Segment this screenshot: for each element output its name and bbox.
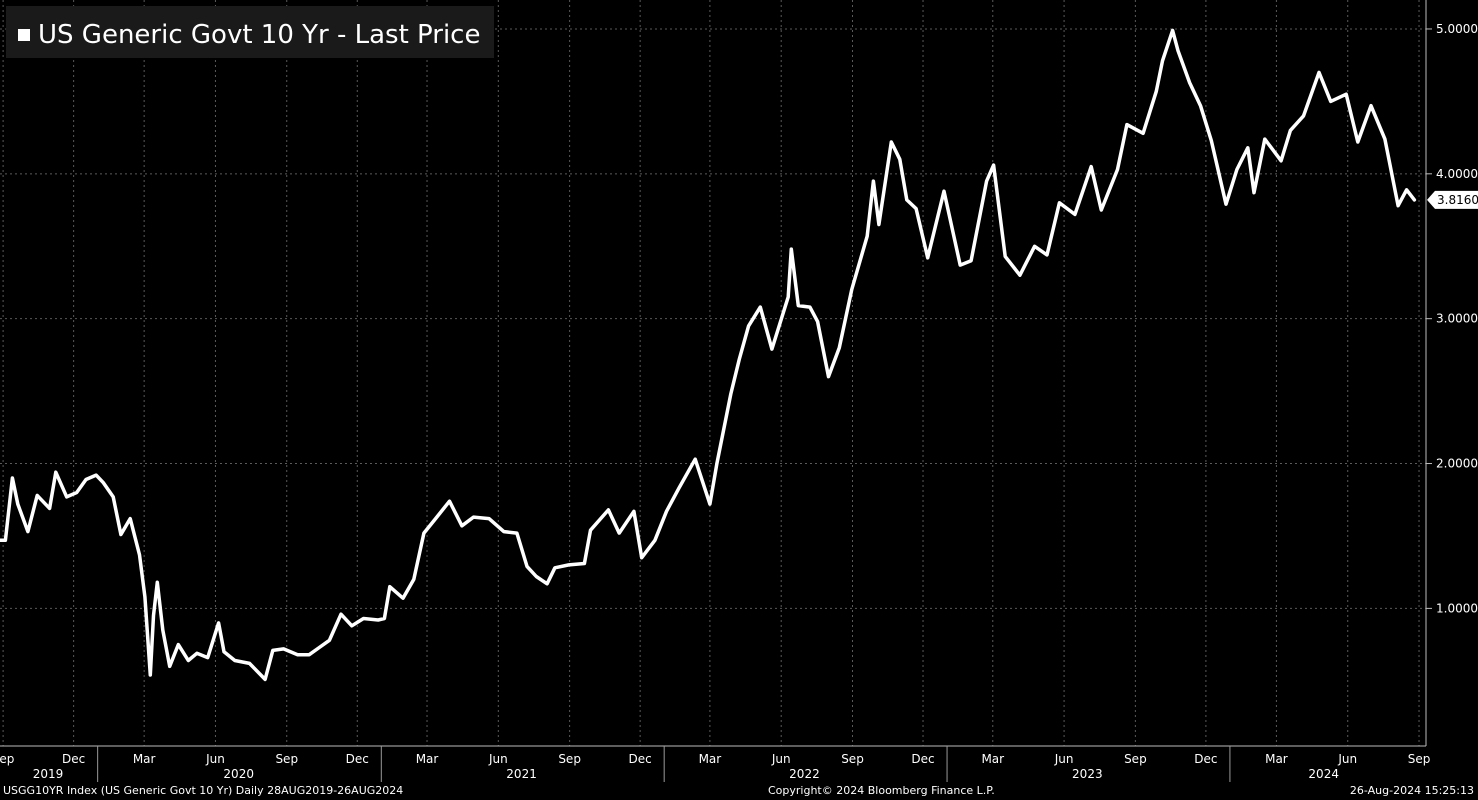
x-tick-label: Jun: [205, 752, 225, 766]
legend-swatch: [18, 29, 30, 41]
chart-title: US Generic Govt 10 Yr - Last Price: [38, 20, 481, 50]
x-tick-label: Dec: [629, 752, 652, 766]
x-year-label: 2021: [506, 767, 537, 781]
x-year-label: 2024: [1308, 767, 1339, 781]
y-tick-label: 5.0000: [1436, 22, 1478, 36]
x-year-label: 2020: [223, 767, 254, 781]
x-tick-label: Sep: [1408, 752, 1431, 766]
x-year-label: 2019: [33, 767, 64, 781]
x-tick-label: Dec: [346, 752, 369, 766]
x-tick-label: Jun: [488, 752, 508, 766]
x-year-label: 2023: [1072, 767, 1103, 781]
x-tick-label: Mar: [1265, 752, 1288, 766]
x-tick-label: Sep: [1124, 752, 1147, 766]
x-year-label: 2022: [789, 767, 820, 781]
last-value-label: 3.8160: [1437, 193, 1478, 207]
x-tick-label: Sep: [275, 752, 298, 766]
last-value-marker: [1427, 190, 1478, 209]
tick-labels: 1.0000 2.0000 3.0000 4.0000 5.0000 Sep Dec Mar J…: [0, 22, 1478, 781]
x-tick-label: Sep: [558, 752, 581, 766]
x-tick-label: Sep: [841, 752, 864, 766]
series-line: [0, 28, 1417, 682]
footer-center: Copyright© 2024 Bloomberg Finance L.P.: [768, 784, 995, 797]
y-tick-label: 1.0000: [1436, 601, 1478, 615]
grid-lines: [0, 0, 1426, 746]
y-tick-label: 3.0000: [1436, 312, 1478, 326]
axes: [0, 0, 1427, 782]
y-tick-label: 2.0000: [1436, 457, 1478, 471]
x-tick-label: Jun: [1337, 752, 1357, 766]
series-layer: 3.8160: [0, 28, 1478, 682]
x-tick-label: Mar: [981, 752, 1004, 766]
x-tick-label: Dec: [911, 752, 934, 766]
x-tick-label: Jun: [1054, 752, 1074, 766]
x-tick-label: Mar: [133, 752, 156, 766]
footer-left: USGG10YR Index (US Generic Govt 10 Yr) D…: [3, 784, 404, 797]
x-tick-label: Jun: [771, 752, 791, 766]
x-tick-label: Sep: [0, 752, 14, 766]
y-tick-label: 4.0000: [1436, 167, 1478, 181]
footer-right: 26-Aug-2024 15:25:13: [1349, 784, 1474, 797]
legend: US Generic Govt 10 Yr - Last Price: [6, 6, 494, 58]
x-tick-label: Dec: [1194, 752, 1217, 766]
x-tick-label: Mar: [699, 752, 722, 766]
x-tick-label: Mar: [416, 752, 439, 766]
x-tick-label: Dec: [62, 752, 85, 766]
